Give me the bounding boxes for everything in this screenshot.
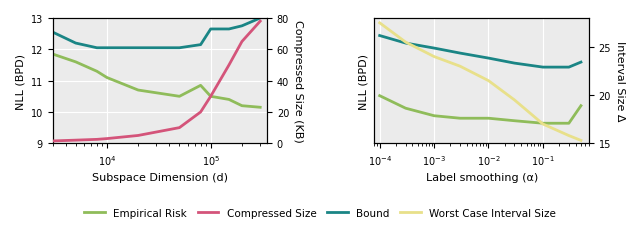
Y-axis label: Compressed Size (KB): Compressed Size (KB) (293, 20, 303, 142)
Y-axis label: NLL (BPD): NLL (BPD) (15, 53, 25, 109)
Y-axis label: Interval Size Δ: Interval Size Δ (615, 41, 625, 121)
Legend: Empirical Risk, Compressed Size, Bound, Worst Case Interval Size: Empirical Risk, Compressed Size, Bound, … (80, 204, 560, 222)
Y-axis label: NLL (BPD): NLL (BPD) (359, 53, 369, 109)
X-axis label: Subspace Dimension (d): Subspace Dimension (d) (92, 173, 228, 183)
X-axis label: Label smoothing (α): Label smoothing (α) (426, 173, 538, 183)
